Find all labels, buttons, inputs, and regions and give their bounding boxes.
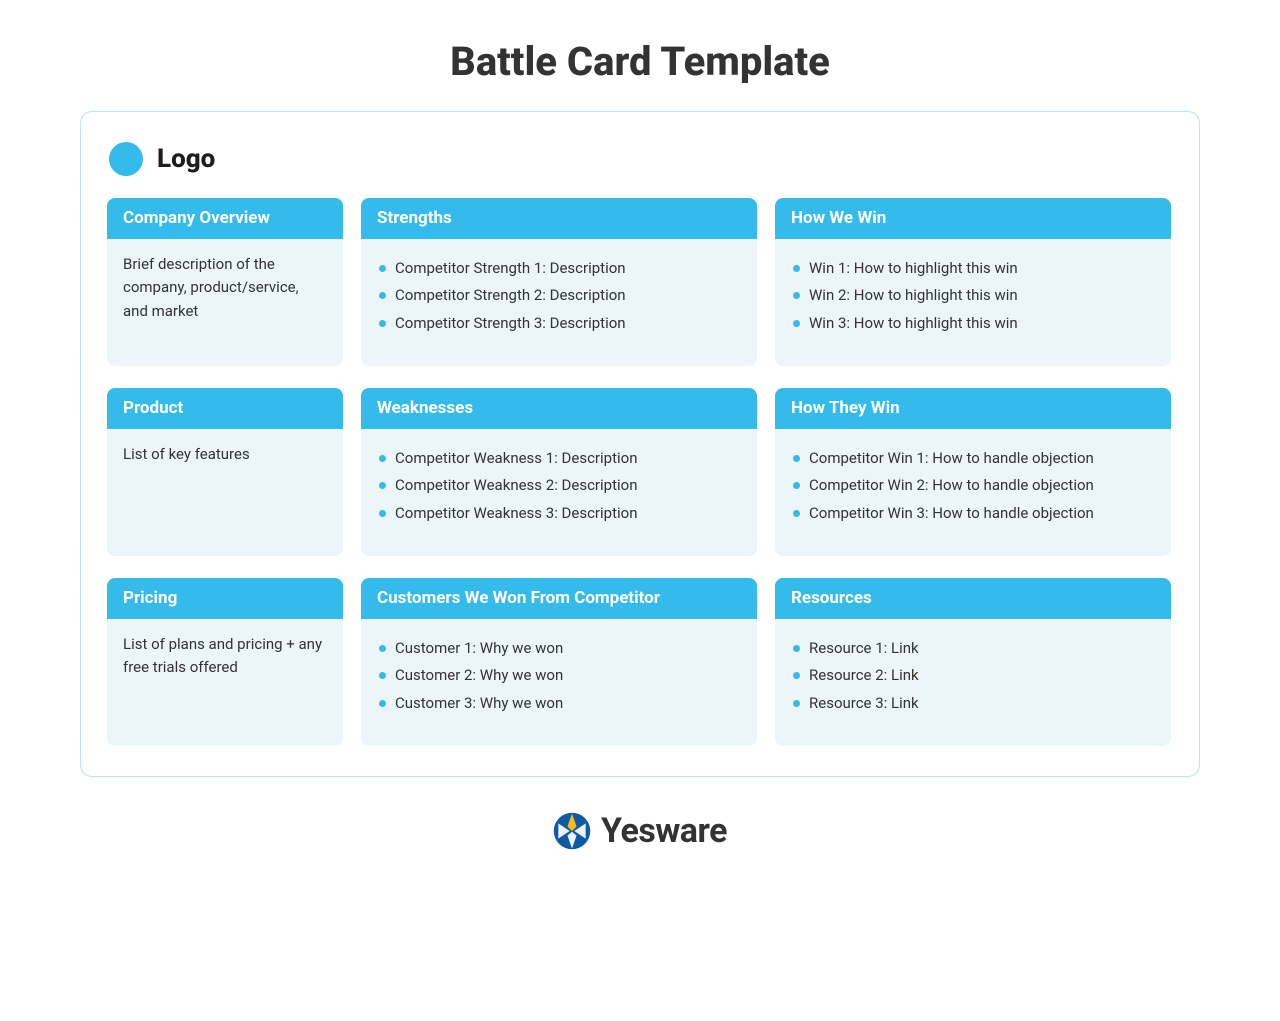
card-header: How They Win <box>775 388 1171 429</box>
list-item: Customer 3: Why we won <box>377 692 741 715</box>
list-item: Resource 1: Link <box>791 637 1155 660</box>
card-body: Competitor Win 1: How to handle objectio… <box>775 429 1171 556</box>
card-header: Weaknesses <box>361 388 757 429</box>
card-body: Win 1: How to highlight this win Win 2: … <box>775 239 1171 366</box>
card-weaknesses: Weaknesses Competitor Weakness 1: Descri… <box>361 388 757 556</box>
card-grid: Company Overview Brief description of th… <box>107 198 1173 746</box>
card-how-they-win: How They Win Competitor Win 1: How to ha… <box>775 388 1171 556</box>
card-body: Resource 1: Link Resource 2: Link Resour… <box>775 619 1171 746</box>
card-pricing: Pricing List of plans and pricing + any … <box>107 578 343 746</box>
list-item: Win 1: How to highlight this win <box>791 257 1155 280</box>
card-header: Pricing <box>107 578 343 619</box>
page-title: Battle Card Template <box>0 38 1280 85</box>
list-item: Competitor Win 2: How to handle objectio… <box>791 474 1155 497</box>
card-how-we-win: How We Win Win 1: How to highlight this … <box>775 198 1171 366</box>
brand-name: Yesware <box>601 811 727 851</box>
list-item: Competitor Weakness 2: Description <box>377 474 741 497</box>
logo-placeholder-icon <box>109 142 143 176</box>
list-item: Resource 3: Link <box>791 692 1155 715</box>
card-product: Product List of key features <box>107 388 343 556</box>
list-item: Resource 2: Link <box>791 664 1155 687</box>
card-header: Company Overview <box>107 198 343 239</box>
list-item: Competitor Strength 2: Description <box>377 284 741 307</box>
card-body: List of key features <box>107 429 343 556</box>
list-item: Competitor Strength 3: Description <box>377 312 741 335</box>
yesware-logo-icon <box>553 812 591 850</box>
card-body: Competitor Strength 1: Description Compe… <box>361 239 757 366</box>
card-body: Brief description of the company, produc… <box>107 239 343 366</box>
card-strengths: Strengths Competitor Strength 1: Descrip… <box>361 198 757 366</box>
list-item: Win 3: How to highlight this win <box>791 312 1155 335</box>
battle-card-frame: Logo Company Overview Brief description … <box>80 111 1200 777</box>
brand-footer: Yesware <box>0 811 1280 851</box>
logo-row: Logo <box>109 142 1173 176</box>
card-header: How We Win <box>775 198 1171 239</box>
card-body: Customer 1: Why we won Customer 2: Why w… <box>361 619 757 746</box>
card-company-overview: Company Overview Brief description of th… <box>107 198 343 366</box>
list-item: Competitor Win 1: How to handle objectio… <box>791 447 1155 470</box>
card-customers-won: Customers We Won From Competitor Custome… <box>361 578 757 746</box>
list-item: Competitor Win 3: How to handle objectio… <box>791 502 1155 525</box>
card-header: Strengths <box>361 198 757 239</box>
card-header: Product <box>107 388 343 429</box>
list-item: Competitor Weakness 3: Description <box>377 502 741 525</box>
list-item: Competitor Strength 1: Description <box>377 257 741 280</box>
list-item: Customer 1: Why we won <box>377 637 741 660</box>
list-item: Competitor Weakness 1: Description <box>377 447 741 470</box>
logo-label: Logo <box>157 144 215 174</box>
card-body: List of plans and pricing + any free tri… <box>107 619 343 746</box>
card-header: Resources <box>775 578 1171 619</box>
card-resources: Resources Resource 1: Link Resource 2: L… <box>775 578 1171 746</box>
list-item: Customer 2: Why we won <box>377 664 741 687</box>
card-body: Competitor Weakness 1: Description Compe… <box>361 429 757 556</box>
list-item: Win 2: How to highlight this win <box>791 284 1155 307</box>
card-header: Customers We Won From Competitor <box>361 578 757 619</box>
